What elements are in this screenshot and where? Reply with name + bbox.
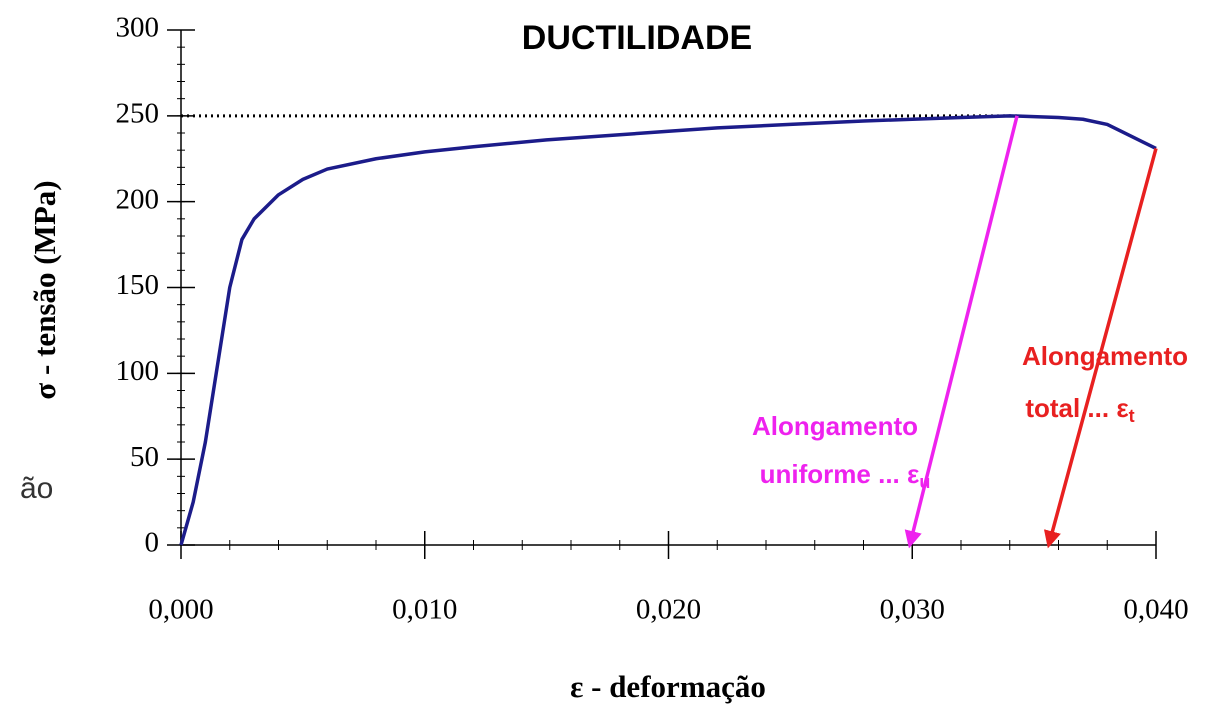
x-tick-label: 0,010	[392, 594, 457, 626]
annotation-subscript: t	[1129, 406, 1135, 426]
y-tick-label: 250	[116, 97, 160, 129]
x-tick-label: 0,040	[1123, 594, 1188, 626]
annotation-arrow	[904, 115, 1019, 549]
y-axis-label: σ - tensão (MPa)	[27, 180, 62, 399]
y-tick-label: 0	[145, 527, 160, 559]
annotation-text: uniforme ... εu	[760, 459, 931, 492]
annotation-text-main: uniforme ... ε	[760, 459, 920, 489]
annotation-text-main: total ... ε	[1025, 393, 1128, 423]
x-tick-label: 0,000	[148, 594, 213, 626]
y-tick-label: 200	[116, 183, 160, 215]
chart-title: DUCTILIDADE	[522, 19, 752, 57]
annotation-text: total ... εt	[1025, 393, 1134, 426]
y-tick-label: 300	[116, 12, 160, 44]
curve	[179, 114, 1157, 546]
x-tick-label: 0,030	[880, 594, 945, 626]
y-tick-label: 50	[130, 441, 159, 473]
annotation-text: Alongamento	[752, 411, 918, 441]
annotation-text: Alongamento	[1022, 341, 1188, 371]
x-tick-label: 0,020	[636, 594, 701, 626]
annotation-arrow	[1043, 147, 1158, 549]
y-tick-label: 100	[116, 355, 160, 387]
x-axis-label: ε - deformação	[570, 669, 766, 704]
annotation-subscript: u	[919, 472, 930, 492]
y-tick-label: 150	[116, 269, 160, 301]
fragment-text: ão	[20, 472, 53, 505]
